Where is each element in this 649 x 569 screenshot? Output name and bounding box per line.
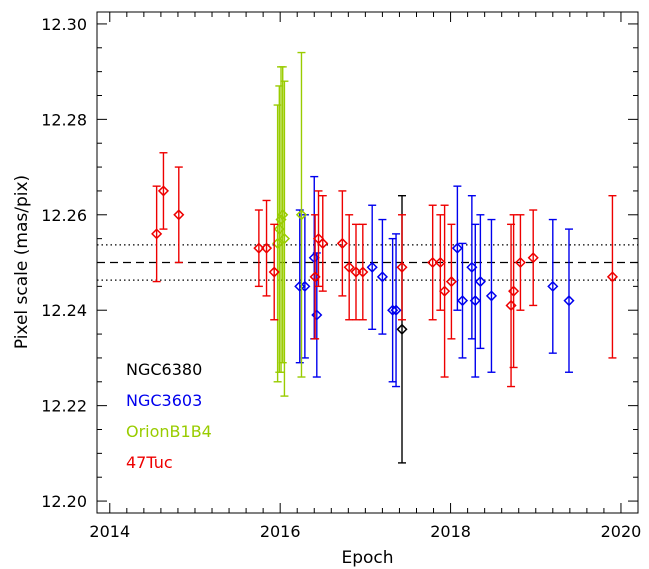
data-point (317, 194, 329, 292)
diamond-marker (311, 309, 323, 321)
data-point (366, 204, 378, 330)
tick-labels: 2014 2016 2018 2020 12.20 12.22 12.24 12.26 12.2… (41, 15, 641, 541)
data-point (268, 223, 280, 321)
legend: NGC6380 NGC3603 OrionB1B4 47Tuc (126, 360, 212, 472)
reference-lines (97, 244, 638, 281)
data-point (439, 204, 451, 378)
diamond-marker (277, 209, 289, 221)
data-point (390, 233, 402, 388)
diamond-marker (434, 256, 446, 269)
data-point (485, 218, 498, 373)
data-point (151, 185, 163, 283)
legend-entry: 47Tuc (126, 453, 173, 472)
data-point (547, 218, 559, 354)
x-axis-label: Epoch (341, 548, 393, 568)
data-point (396, 214, 408, 321)
data-point (514, 214, 526, 311)
plot-frame (96, 11, 639, 514)
diamond-marker (173, 209, 185, 221)
diamond-marker (268, 266, 280, 278)
diamond-marker (563, 295, 575, 307)
data-point (474, 214, 486, 350)
y-tick-label: 12.20 (41, 492, 87, 511)
diamond-marker (445, 276, 457, 288)
diamond-marker (396, 323, 408, 335)
data-point (508, 214, 520, 369)
y-tick-label: 12.26 (41, 206, 87, 225)
diamond-marker (390, 304, 402, 316)
legend-entry: NGC6380 (126, 360, 202, 379)
diamond-marker (366, 261, 378, 273)
y-tick-label: 12.28 (41, 110, 87, 129)
diamond-marker (278, 233, 290, 245)
y-axis-label: Pixel scale (mas/pix) (12, 175, 32, 349)
diamond-marker (151, 228, 163, 240)
diamond-marker (396, 261, 408, 273)
data-point (445, 223, 457, 340)
diamond-marker (336, 237, 348, 249)
data-point (343, 214, 355, 321)
diamond-marker (157, 185, 170, 197)
legend-entry: OrionB1B4 (126, 422, 212, 441)
diamond-marker (514, 256, 526, 269)
data-point (357, 223, 369, 321)
diamond-marker (343, 261, 355, 273)
x-tick-label: 2016 (260, 522, 301, 541)
diamond-marker (253, 242, 265, 254)
diamond-marker (606, 271, 619, 283)
diamond-marker (317, 237, 329, 249)
data-point (451, 185, 463, 311)
data-point (427, 204, 439, 321)
data-point (376, 218, 388, 335)
x-tick-label: 2020 (601, 522, 642, 541)
data-point (563, 228, 575, 373)
diamond-marker (527, 252, 539, 264)
data-point (606, 194, 619, 359)
x-tick-label: 2014 (89, 522, 130, 541)
data-point (278, 80, 290, 397)
data-point (456, 242, 469, 359)
y-tick-label: 12.24 (41, 301, 87, 320)
diamond-marker (451, 242, 463, 254)
diamond-marker (427, 256, 439, 269)
data-point (277, 66, 289, 364)
data-point (336, 190, 348, 297)
data-point (253, 209, 265, 288)
diamond-marker (439, 285, 451, 297)
diamond-marker (469, 295, 481, 307)
data-point (469, 223, 481, 378)
diamond-marker (485, 290, 498, 302)
data-point (295, 51, 308, 378)
diamond-marker (456, 295, 469, 307)
data-point (157, 152, 170, 230)
data-point (434, 214, 446, 311)
diamond-marker (474, 276, 486, 288)
diamond-marker (547, 280, 559, 292)
y-tick-label: 12.30 (41, 15, 87, 34)
data-point (260, 199, 273, 297)
axis-ticks (97, 12, 638, 513)
diamond-marker (376, 271, 388, 283)
y-tick-label: 12.22 (41, 397, 87, 416)
diamond-marker (260, 242, 273, 254)
diamond-marker (508, 285, 520, 297)
data-points (151, 51, 619, 464)
diamond-marker (295, 209, 308, 221)
legend-entry: NGC3603 (126, 391, 202, 410)
data-point (527, 209, 539, 307)
diamond-marker (357, 266, 369, 278)
x-tick-label: 2018 (430, 522, 471, 541)
data-point (173, 166, 185, 264)
